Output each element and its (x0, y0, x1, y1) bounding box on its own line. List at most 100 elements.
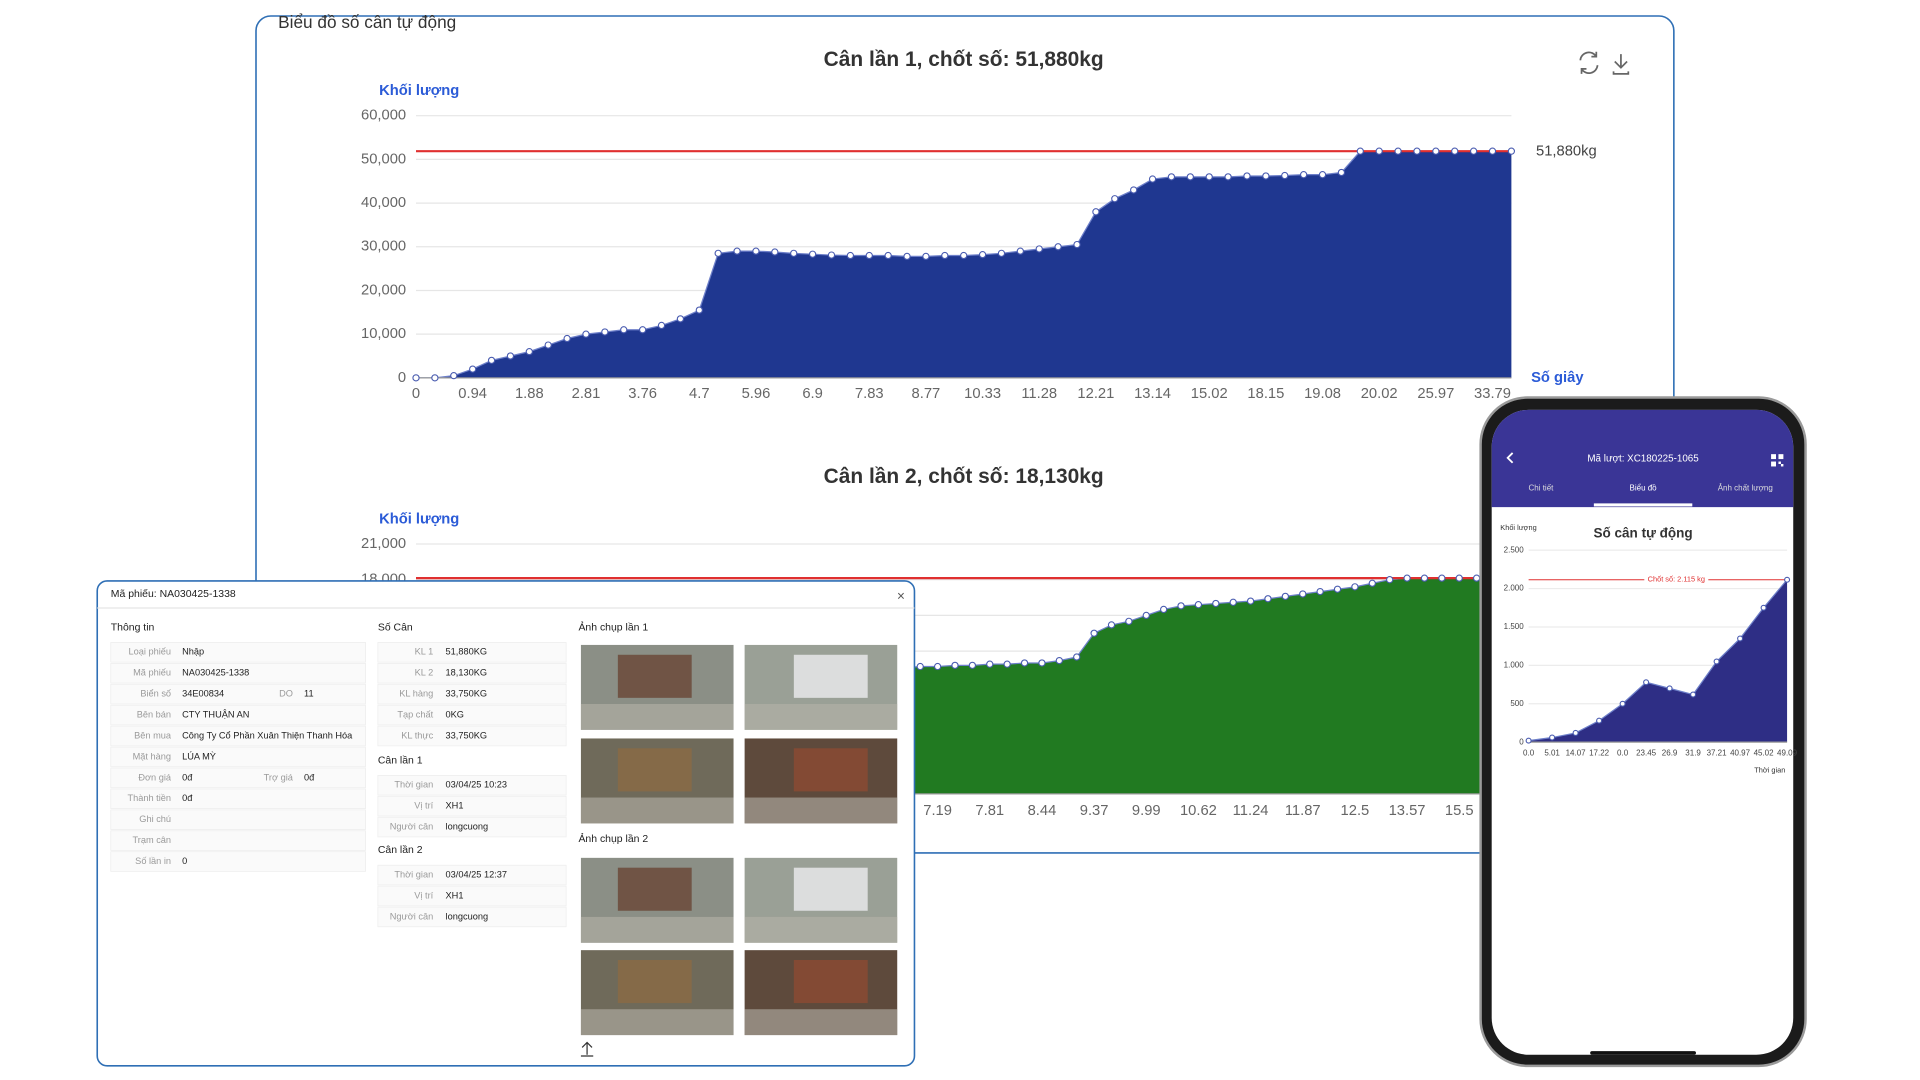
marker (733, 247, 741, 255)
chart-title: Số cân tự động (1594, 526, 1693, 541)
photo-ground (580, 1009, 734, 1036)
marker (1003, 660, 1011, 668)
marker (657, 321, 666, 330)
upload-icon[interactable] (580, 1041, 594, 1057)
panel-title: Biểu đồ số cân tự động (278, 12, 456, 32)
field-label: Số lần in (135, 856, 171, 866)
field-label: DO (279, 689, 293, 699)
row-bg (110, 788, 366, 809)
back-icon[interactable] (1506, 452, 1514, 464)
x-tick-label: 4.7 (689, 386, 710, 402)
qr-icon[interactable] (1771, 454, 1784, 467)
marker (1300, 171, 1308, 179)
close-button[interactable]: × (897, 589, 905, 604)
download-icon[interactable] (1612, 54, 1630, 75)
marker (884, 251, 892, 260)
x-tick-label: 15.5 (1445, 803, 1474, 819)
field-label: Tạp chất (397, 710, 433, 720)
field-value: 03/04/25 12:37 (446, 870, 508, 880)
marker (903, 252, 911, 261)
row-bg (377, 885, 567, 907)
x-tick-label: 40.97 (1730, 748, 1751, 757)
field-value: 11 (304, 689, 314, 699)
marker (1038, 659, 1046, 667)
marker (752, 247, 760, 255)
field-label: Loại phiếu (129, 647, 172, 657)
refresh-icon[interactable] (1579, 51, 1599, 74)
marker (1596, 717, 1603, 724)
tab-active[interactable]: Biểu đồ (1630, 484, 1658, 493)
section-heading: Số Cân (378, 621, 413, 633)
x-tick-label: 25.97 (1417, 386, 1454, 402)
marker (1090, 629, 1098, 637)
marker (601, 328, 609, 336)
photo-ground (580, 797, 734, 824)
marker (676, 315, 685, 323)
y-tick-label: 30,000 (361, 239, 406, 255)
marker (960, 251, 968, 260)
marker (1351, 583, 1359, 591)
x-tick-label: 45.02 (1754, 748, 1775, 757)
marker (1386, 576, 1394, 584)
x-tick-label: 0.94 (458, 386, 487, 402)
marker (1177, 602, 1185, 610)
row-bg (110, 830, 366, 851)
y-tick-label: 21,000 (361, 536, 406, 552)
marker (450, 372, 458, 380)
marker (1212, 599, 1220, 608)
x-tick-label: 1.88 (515, 386, 544, 402)
field-value: 51,880KG (446, 647, 488, 657)
x-tick-label: 11.28 (1021, 386, 1057, 402)
marker (1488, 147, 1497, 155)
x-tick-label: 14.07 (1566, 748, 1587, 757)
chart-title: Cân lần 1, chốt số: 51,880kg (824, 48, 1104, 71)
photo-detail (617, 960, 692, 1004)
marker (1107, 621, 1116, 629)
marker (1403, 574, 1411, 582)
marker (1281, 171, 1289, 180)
field-label: Thành tiền (127, 793, 171, 803)
marker (1507, 147, 1516, 155)
marker (1016, 247, 1024, 255)
marker (951, 661, 959, 669)
marker (1264, 595, 1272, 603)
threshold-label-bg (1644, 575, 1709, 585)
x-axis-label: Thời gian (1754, 765, 1785, 774)
field-label: Đơn giá (138, 772, 172, 782)
marker (1243, 172, 1251, 180)
canvas: Biểu đồ số cân tự động 0 10,000 20,000 30,0… (96, 12, 1807, 1068)
marker (1224, 173, 1232, 181)
y-tick-label: 20,000 (361, 282, 406, 298)
field-value: 33,750KG (446, 689, 488, 699)
y-axis-label: Khối lượng (379, 83, 459, 99)
marker (865, 251, 873, 260)
y-tick-label: 1.500 (1504, 622, 1525, 631)
marker (1186, 173, 1194, 181)
marker (1035, 245, 1043, 253)
marker (1073, 240, 1081, 249)
tab[interactable]: Chi tiết (1528, 484, 1554, 493)
y-tick-label: 500 (1510, 699, 1524, 708)
marker (1438, 574, 1446, 582)
row-bg (110, 809, 366, 830)
marker (1469, 147, 1478, 155)
field-value: 18,130KG (446, 668, 488, 678)
y-tick-label: 0 (1519, 737, 1524, 746)
marker (412, 374, 420, 382)
marker (846, 251, 855, 260)
x-tick-label: 12.21 (1077, 386, 1114, 402)
marker (922, 252, 930, 261)
marker (1205, 173, 1213, 181)
marker (790, 249, 798, 257)
x-tick-label: 18.15 (1247, 386, 1284, 402)
field-value: 03/04/25 10:23 (446, 780, 508, 790)
marker (1229, 598, 1237, 606)
tab[interactable]: Ảnh chất lượng (1718, 484, 1773, 493)
section-heading: Cân lần 1 (378, 754, 423, 766)
marker (1375, 147, 1383, 155)
marker (1643, 679, 1650, 686)
row-bg (377, 795, 567, 817)
y-axis-label: Khối lượng (1500, 523, 1536, 532)
